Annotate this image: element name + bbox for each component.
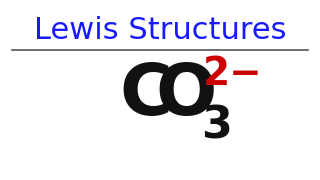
Text: 2−: 2−	[203, 55, 262, 93]
Text: O: O	[155, 61, 217, 130]
Text: 3: 3	[201, 105, 232, 148]
Text: Lewis Structures: Lewis Structures	[34, 16, 286, 45]
Text: C: C	[119, 61, 172, 130]
